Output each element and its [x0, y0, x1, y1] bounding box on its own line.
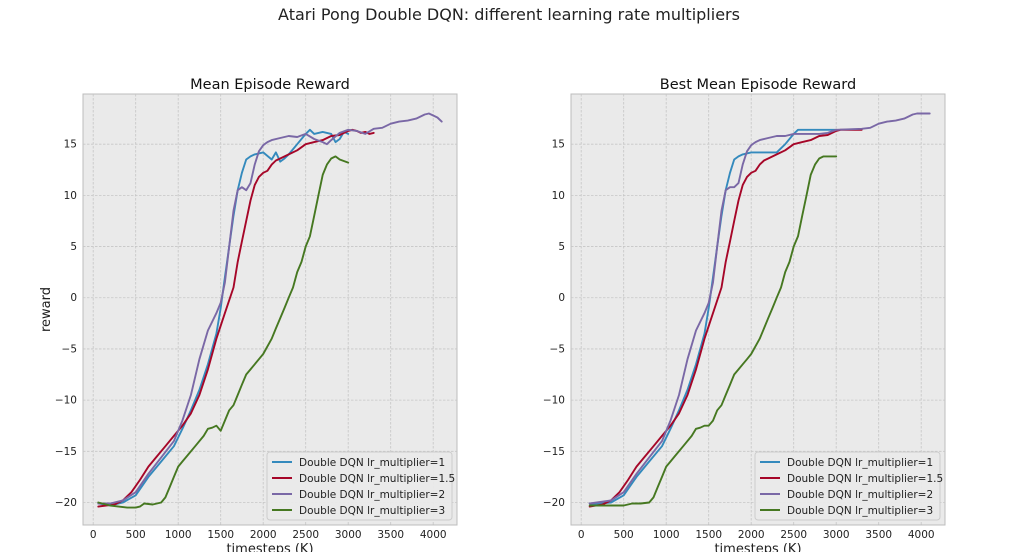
y-tick-label: 15	[552, 139, 565, 151]
y-tick-label: 5	[70, 241, 77, 253]
y-tick-label: 15	[64, 139, 77, 151]
y-tick-label: −20	[55, 497, 77, 509]
legend-label: Double DQN lr_multiplier=3	[299, 505, 445, 517]
legend	[266, 451, 453, 521]
y-tick-label: −10	[55, 395, 77, 407]
legend-label: Double DQN lr_multiplier=1.5	[299, 473, 455, 485]
y-tick-label: 10	[552, 190, 565, 202]
x-tick-label: 1000	[165, 529, 192, 541]
x-tick-label: 3000	[823, 529, 850, 541]
legend-label: Double DQN lr_multiplier=3	[787, 505, 933, 517]
series-line	[97, 128, 375, 508]
series-line	[97, 112, 443, 505]
series-line	[97, 128, 350, 507]
y-tick-label: −15	[55, 446, 77, 458]
y-tick-label: 0	[558, 292, 565, 304]
x-tick-label: 4000	[908, 529, 935, 541]
legend	[754, 451, 941, 521]
x-tick-label: 3500	[377, 529, 404, 541]
y-axis-label: reward	[39, 287, 54, 332]
y-tick-label: −15	[543, 446, 565, 458]
series-line	[588, 155, 838, 507]
x-tick-label: 2500	[292, 529, 319, 541]
legend-label: Double DQN lr_multiplier=1	[787, 457, 933, 469]
y-tick-label: 5	[558, 241, 565, 253]
figure-title: Atari Pong Double DQN: different learnin…	[278, 5, 740, 24]
x-tick-label: 500	[126, 529, 146, 541]
x-tick-label: 2000	[738, 529, 765, 541]
x-tick-label: 1000	[653, 529, 680, 541]
x-axis-label: timesteps (K)	[714, 542, 801, 552]
y-tick-label: −5	[62, 343, 77, 355]
y-tick-label: −20	[543, 497, 565, 509]
x-tick-label: 500	[614, 529, 634, 541]
series-line	[97, 155, 350, 509]
x-tick-label: 0	[90, 529, 97, 541]
series-line	[588, 112, 931, 505]
x-tick-label: 4000	[420, 529, 447, 541]
legend-label: Double DQN lr_multiplier=2	[299, 489, 445, 501]
x-tick-label: 3500	[865, 529, 892, 541]
chart-best-mean-episode-reward: 0 500 1000 1500 2000 2500 3000 3500 4000 −20 −15 −1…	[543, 77, 946, 552]
legend-label: Double DQN lr_multiplier=2	[787, 489, 933, 501]
panel-title: Best Mean Episode Reward	[660, 77, 856, 93]
legend-label: Double DQN lr_multiplier=1.5	[787, 473, 943, 485]
x-tick-label: 2000	[250, 529, 277, 541]
panel-title: Mean Episode Reward	[190, 77, 350, 93]
y-tick-label: −5	[550, 343, 565, 355]
y-tick-label: 10	[64, 190, 77, 202]
x-tick-label: 1500	[695, 529, 722, 541]
x-tick-label: 3000	[335, 529, 362, 541]
x-tick-label: 1500	[207, 529, 234, 541]
x-tick-label: 0	[578, 529, 585, 541]
legend-label: Double DQN lr_multiplier=1	[299, 457, 445, 469]
chart-mean-episode-reward: 0 500 1000 1500 2000 2500 3000 3500 4000 −20 −15 −1…	[39, 77, 458, 552]
y-tick-label: 0	[70, 292, 77, 304]
y-tick-label: −10	[543, 395, 565, 407]
x-axis-label: timesteps (K)	[226, 542, 313, 552]
series-line	[588, 128, 863, 508]
x-tick-label: 2500	[780, 529, 807, 541]
